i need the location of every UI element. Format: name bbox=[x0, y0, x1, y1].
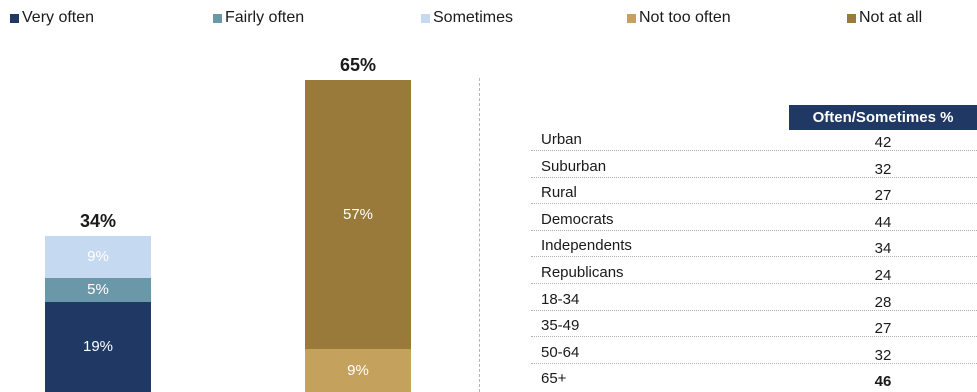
bar-segment bbox=[45, 302, 151, 392]
table-row: Democrats 44 bbox=[531, 209, 977, 231]
stacked-bar-chart: 19% 5% 9% 34% 9% 57% 65% bbox=[0, 0, 480, 392]
table-row: Suburban 32 bbox=[531, 156, 977, 178]
segment-label: 57% bbox=[342, 205, 374, 223]
row-value: 24 bbox=[874, 267, 892, 284]
legend-item: Fairly often bbox=[213, 9, 304, 27]
legend-item: Not too often bbox=[627, 9, 731, 27]
segment-label: 9% bbox=[87, 248, 109, 266]
bar-total-label: 65% bbox=[339, 54, 377, 75]
row-value: 27 bbox=[874, 320, 892, 338]
segment-label: 9% bbox=[347, 361, 369, 379]
legend-swatch bbox=[213, 13, 222, 23]
table-row: Urban 42 bbox=[531, 129, 977, 151]
row-value: 32 bbox=[874, 160, 892, 178]
table-header: Often/Sometimes % bbox=[789, 105, 977, 130]
table-row: 65+ 46 bbox=[531, 368, 977, 390]
row-label: Suburban bbox=[541, 157, 607, 175]
legend-item: Sometimes bbox=[421, 9, 513, 27]
table-row: Rural 27 bbox=[531, 182, 977, 205]
bar-segment bbox=[45, 278, 151, 303]
legend-swatch bbox=[847, 13, 856, 23]
legend-swatch bbox=[627, 13, 636, 23]
legend-swatch bbox=[421, 13, 430, 23]
bar-segment bbox=[305, 349, 411, 392]
row-label: 18-34 bbox=[541, 290, 580, 308]
segment-label: 19% bbox=[82, 338, 114, 356]
row-value: 42 bbox=[874, 134, 892, 151]
legend-swatch bbox=[10, 13, 19, 23]
legend-label: Fairly often bbox=[225, 9, 305, 26]
row-label: 65+ bbox=[541, 370, 567, 388]
bar-total-label: 34% bbox=[79, 210, 117, 231]
divider bbox=[479, 78, 480, 392]
legend-item: Very often bbox=[10, 9, 94, 27]
bar-segment bbox=[45, 235, 151, 279]
row-value: 27 bbox=[874, 187, 892, 205]
row-label: 35-49 bbox=[541, 317, 580, 335]
row-value: 34 bbox=[874, 240, 892, 258]
table-row: Republicans 24 bbox=[531, 262, 977, 284]
legend-label: Sometimes bbox=[433, 9, 514, 26]
row-label: Rural bbox=[541, 184, 577, 202]
segment-label: 5% bbox=[87, 281, 109, 299]
table-row: 18-34 28 bbox=[531, 289, 977, 311]
legend-label: Not at all bbox=[859, 9, 923, 26]
table-row: 35-49 27 bbox=[531, 315, 977, 338]
legend-label: Very often bbox=[22, 9, 95, 26]
row-value: 44 bbox=[874, 213, 892, 231]
row-value: 28 bbox=[874, 293, 892, 311]
legend-label: Not too often bbox=[639, 9, 731, 26]
legend: Very often Fairly often Sometimes Not too o… bbox=[0, 0, 977, 40]
row-label: Independents bbox=[541, 237, 632, 255]
row-label: Urban bbox=[541, 131, 582, 148]
row-value: 46 bbox=[874, 373, 892, 391]
row-label: Democrats bbox=[541, 210, 614, 228]
table-row: 50-64 32 bbox=[531, 342, 977, 364]
row-label: 50-64 bbox=[541, 343, 580, 361]
legend-item: Not at all bbox=[847, 9, 922, 27]
row-label: Republicans bbox=[541, 264, 624, 281]
bar-segment bbox=[305, 79, 411, 350]
row-value: 32 bbox=[874, 346, 892, 364]
table-row: Independents 34 bbox=[531, 235, 977, 258]
